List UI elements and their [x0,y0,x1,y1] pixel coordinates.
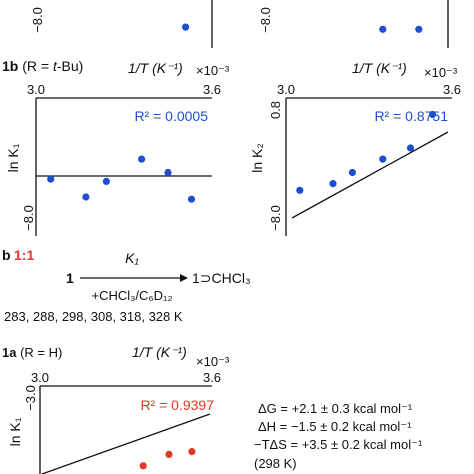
1b-K2-point [329,180,337,188]
top-right-tick: −8.0 [258,7,273,33]
panel-1a-rest: (R = H) [16,345,62,360]
panel-1b-right-ylabel: ln K₂ [249,143,265,173]
panel-1a-ytick: −3.0 [23,385,38,411]
top-left-tick: −8.0 [30,7,45,33]
1b-K1-point [47,175,55,183]
panel-1b-right-xmax: 3.6 [443,82,461,97]
1b-K2-point [429,110,437,119]
panel-1a-xmin: 3.0 [31,370,49,385]
panel-1b-right-ytick-top: 0.8 [268,101,283,119]
panel-1a-xtitle: 1/T (K⁻¹) [132,344,187,360]
thermo-temp: (298 K) [254,456,297,471]
1b-K2-point [296,186,304,194]
section-b-label: b [2,247,11,263]
reaction-reactant: 1 [66,270,74,286]
panel-1b-left-ytick: −8.0 [21,205,36,231]
1a-K1-point [139,462,147,470]
panel-1b-label: 1b (R = t-Bu) [2,58,83,74]
panel-1b-bold: 1b [2,58,18,74]
panel-1a-ylabel: ln K₁ [7,417,23,446]
reaction-product: 1⊃CHCl₃ [192,270,251,286]
1b-K1-point [102,177,110,185]
1a-K1-fit-line [41,413,211,474]
1b-K1-point [138,155,146,163]
1b-K1-point [187,195,196,203]
panel-1b-left-ylabel: ln K₁ [5,143,21,172]
panel-1b-left-xscale: ×10⁻³ [196,63,230,78]
reaction-arrow-top: K₁ [125,250,139,266]
thermo-dH: ΔH = −1.5 ± 0.2 kcal mol⁻¹ [258,419,412,434]
reaction-temperatures: 283, 288, 298, 308, 318, 328 K [4,309,183,324]
panel-1b-right-xmin: 3.0 [277,82,295,97]
reaction-scheme: b 1:1 K₁ 1 1⊃CHCl₃ +CHCl₃/C₆D₁₂ 283, 288… [2,247,251,324]
panel-1a: 1a (R = H) 1/T (K⁻¹) ×10⁻³ 3.0 3.6 ln K₁… [2,344,230,474]
panel-1b-right-xtitle: 1/T (K⁻¹) [352,60,407,76]
panel-1a-xscale: ×10⁻³ [196,354,230,369]
panel-1b-right-r2: R² = 0.8751 [374,108,448,124]
1b-K2-point [379,155,387,163]
top-left-fragment-point [182,23,190,31]
1a-K1-point [165,450,173,458]
panel-1b-italic: t [53,58,58,74]
chart-marks [36,23,449,474]
1a-K1-point [188,448,196,456]
1b-K2-point [406,144,415,152]
section-b-ratio: 1:1 [14,247,34,263]
panel-1b-left: 1/T (K⁻¹) ×10⁻³ 3.0 3.6 ln K₁ −8.0 R² = … [5,60,230,236]
1b-K1-point [164,168,172,177]
panel-1a-xmax: 3.6 [203,370,221,385]
reaction-arrow-head [180,274,188,282]
panel-1b-rest: (R = [18,58,53,74]
panel-1b-right-xscale: ×10⁻³ [424,65,458,80]
panel-1b-left-xmax: 3.6 [203,82,221,97]
panel-1b-right: 1/T (K⁻¹) ×10⁻³ 3.0 3.6 ln K₂ 0.8 −8.0 R… [249,60,461,236]
1b-K2-fit-line [291,131,449,219]
panel-1b-left-xmin: 3.0 [27,82,45,97]
top-left-fragment: −8.0 [30,0,213,48]
top-right-fragment-point [379,25,387,33]
panel-1a-label: 1a (R = H) [2,345,62,360]
panel-1b-left-xtitle: 1/T (K⁻¹) [128,60,183,76]
1b-K2-point [348,168,356,177]
1b-K1-point [82,193,90,201]
thermo-TdS: −TΔS = +3.5 ± 0.2 kcal mol⁻¹ [254,437,423,452]
thermo-dG: ΔG = +2.1 ± 0.3 kcal mol⁻¹ [258,401,413,416]
panel-1b-end: -Bu) [57,58,83,74]
panel-1b-right-ytick-bottom: −8.0 [268,205,283,231]
thermo-values: ΔG = +2.1 ± 0.3 kcal mol⁻¹ ΔH = −1.5 ± 0… [254,401,423,471]
panel-1a-bold: 1a [2,345,17,360]
top-right-fragment: −8.0 [258,0,449,48]
panel-1a-r2: R² = 0.9397 [140,397,214,413]
top-right-fragment-point [415,25,423,33]
panel-1b-left-r2: R² = 0.0005 [134,108,208,124]
reaction-arrow-bottom: +CHCl₃/C₆D₁₂ [91,288,172,303]
